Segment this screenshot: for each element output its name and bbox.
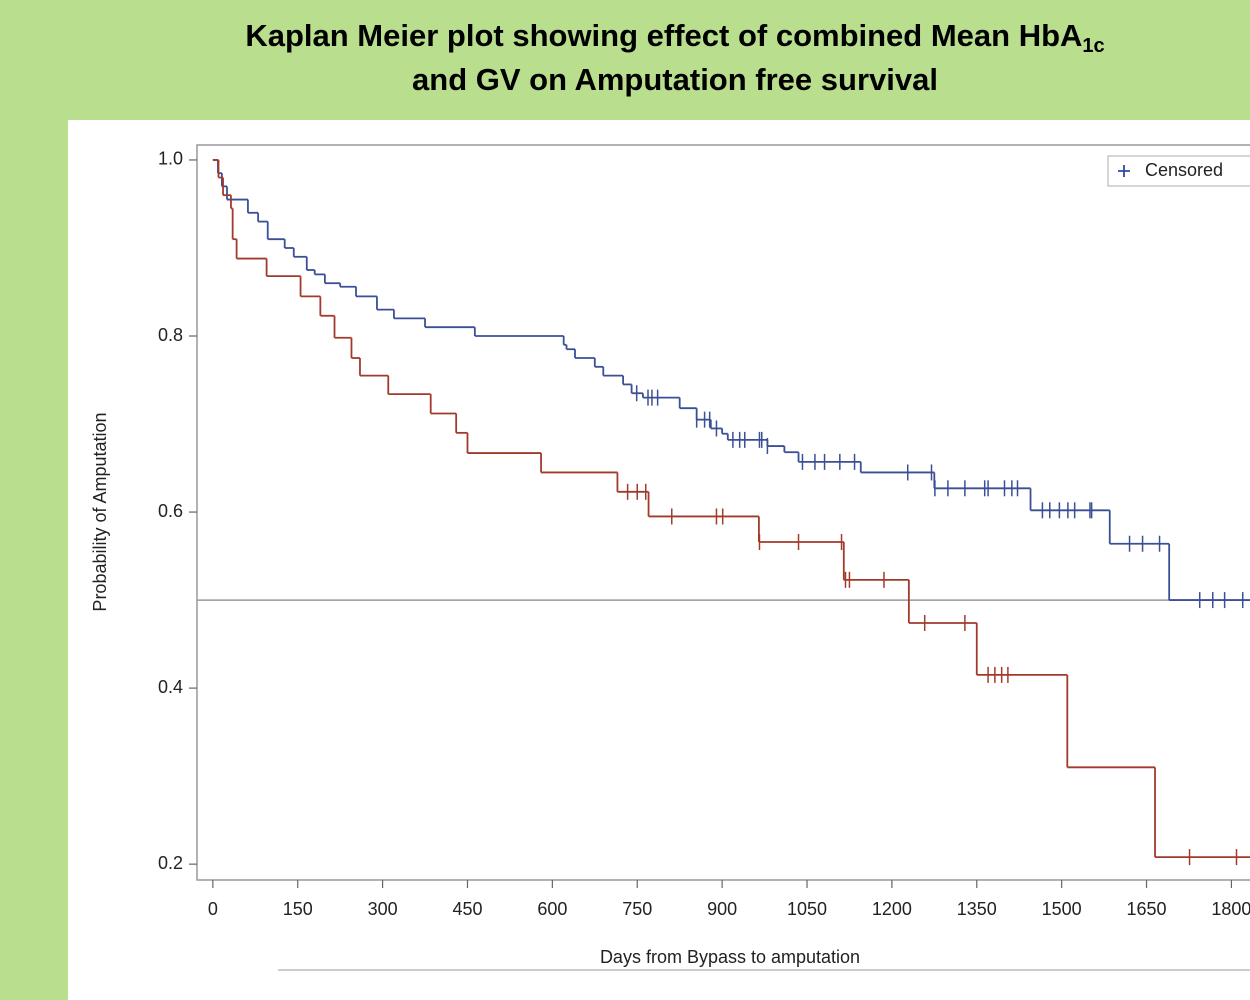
x-axis-label: Days from Bypass to amputation — [600, 947, 860, 967]
slide-title: Kaplan Meier plot showing effect of comb… — [90, 14, 1250, 102]
x-tick-label: 1350 — [957, 899, 997, 919]
x-tick-label: 300 — [368, 899, 398, 919]
x-tick-label: 1800 — [1211, 899, 1250, 919]
x-tick-label: 1200 — [872, 899, 912, 919]
title-text: Kaplan Meier plot showing effect of comb… — [245, 18, 1083, 53]
x-tick-label: 1500 — [1042, 899, 1082, 919]
y-tick-label: 0.8 — [158, 325, 183, 345]
y-axis-label: Probability of Amputation — [90, 412, 110, 611]
x-tick-label: 900 — [707, 899, 737, 919]
x-tick-label: 0 — [208, 899, 218, 919]
x-tick-label: 450 — [452, 899, 482, 919]
legend-label: Censored — [1145, 160, 1223, 180]
x-tick-label: 600 — [537, 899, 567, 919]
x-tick-label: 1650 — [1127, 899, 1167, 919]
y-tick-label: 0.6 — [158, 501, 183, 521]
x-tick-label: 750 — [622, 899, 652, 919]
title-subscript: 1c — [1082, 35, 1105, 57]
legend-symbol — [1118, 165, 1130, 177]
x-tick-label: 150 — [283, 899, 313, 919]
y-tick-label: 0.2 — [158, 853, 183, 873]
x-tick-label: 1050 — [787, 899, 827, 919]
title-text: and GV on Amputation free survival — [412, 62, 938, 97]
y-tick-label: 1.0 — [158, 149, 183, 169]
legend-box — [1107, 155, 1250, 187]
y-tick-label: 0.4 — [158, 677, 183, 697]
plot-panel — [68, 120, 1250, 1000]
